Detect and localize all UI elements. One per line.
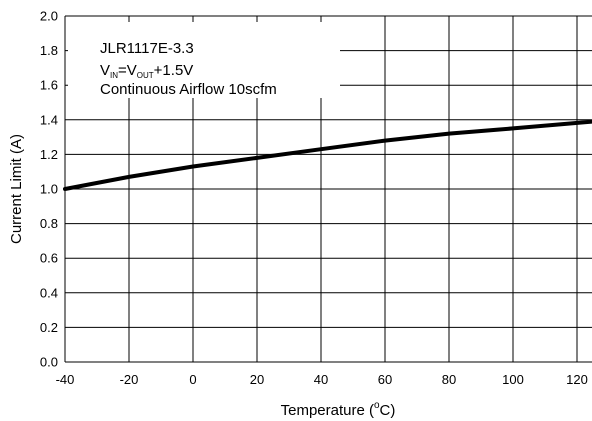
annotation-box: [68, 22, 340, 98]
x-tick-label: -20: [120, 372, 139, 387]
annotation-line-1: JLR1117E-3.3: [100, 40, 194, 57]
data-point: [191, 165, 195, 169]
x-tick-label: 60: [378, 372, 392, 387]
data-point: [383, 139, 387, 143]
y-tick-label: 0.4: [40, 285, 58, 300]
data-point: [511, 126, 515, 130]
annotation-line-3: Continuous Airflow 10scfm: [100, 81, 277, 98]
y-tick-label: 2.0: [40, 9, 58, 24]
data-point: [319, 147, 323, 151]
y-tick-label: 1.2: [40, 147, 58, 162]
x-tick-labels: -40 -20 0 20 40 60 80 100 120: [56, 372, 588, 387]
x-axis-degree: o: [374, 400, 380, 411]
data-point: [447, 132, 451, 136]
x-axis-title: Temperature (oC): [281, 400, 396, 419]
x-tick-label: 80: [442, 372, 456, 387]
annotation-rest: +1.5V: [154, 62, 194, 79]
y-axis-title: Current Limit (A): [8, 134, 25, 244]
data-point: [255, 156, 259, 160]
annotation-v-out: =V: [118, 62, 137, 79]
annotation-v-in: V: [100, 62, 110, 79]
annotation-sub-in: IN: [110, 71, 118, 80]
x-tick-label: 100: [502, 372, 524, 387]
x-tick-label: 120: [566, 372, 588, 387]
y-tick-label: 1.4: [40, 112, 58, 127]
x-tick-label: 20: [250, 372, 264, 387]
x-tick-label: 40: [314, 372, 328, 387]
y-tick-label: 0.6: [40, 251, 58, 266]
data-point: [127, 175, 131, 179]
annotation-sub-out: OUT: [137, 71, 154, 80]
y-tick-label: 1.6: [40, 78, 58, 93]
x-tick-label: -40: [56, 372, 75, 387]
data-point: [63, 187, 67, 191]
x-axis-unit: C): [380, 402, 396, 419]
y-tick-label: 0.2: [40, 320, 58, 335]
x-axis-title-prefix: Temperature (: [281, 402, 374, 419]
y-tick-labels: 0.0 0.2 0.4 0.6 0.8 1.0 1.2 1.4 1.6 1.8 2.0: [40, 9, 58, 370]
x-tick-label: 0: [189, 372, 196, 387]
y-tick-label: 1.8: [40, 43, 58, 58]
data-points: [63, 120, 592, 191]
annotation-line-2: VIN=VOUT+1.5V: [100, 62, 193, 80]
y-tick-label: 1.0: [40, 182, 58, 197]
y-tick-label: 0.8: [40, 216, 58, 231]
y-tick-label: 0.0: [40, 355, 58, 370]
